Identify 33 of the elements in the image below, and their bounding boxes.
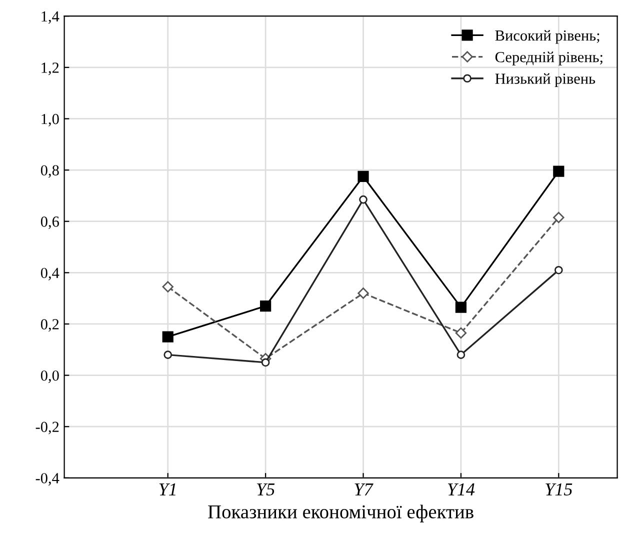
point [455, 327, 467, 339]
x-tick-label: Y1 [159, 483, 176, 496]
y-tick-label: -0,2 [36, 422, 59, 434]
point [359, 195, 368, 204]
point [162, 281, 174, 292]
x-tick-label: Y7 [354, 483, 374, 496]
x-tick-label: Y15 [546, 483, 572, 496]
point [260, 300, 272, 312]
y-tick-label: -0,4 [36, 473, 60, 486]
point [553, 166, 564, 177]
point [261, 358, 270, 367]
x-tick-label: Y14 [448, 483, 475, 496]
point [162, 331, 174, 342]
y-tick-label: 0,8 [40, 165, 59, 178]
point [358, 288, 369, 299]
point [455, 302, 467, 313]
legend-label: Середній рівень; [495, 52, 602, 66]
y-tick-label: 1,4 [42, 11, 60, 24]
x-tick-label: Y5 [257, 483, 275, 496]
point [553, 212, 564, 224]
y-tick-label: 0,2 [40, 319, 59, 332]
y-tick-label: 0,4 [40, 268, 60, 280]
y-tick-label: 0,6 [40, 216, 59, 230]
point [456, 350, 466, 359]
point [164, 350, 172, 359]
legend-label: Високий рівень; [495, 30, 600, 44]
y-tick-label: 1,0 [42, 114, 59, 126]
y-tick-label: 1,2 [42, 62, 59, 76]
point [358, 170, 369, 182]
legend-label: Низький рівень [495, 73, 596, 87]
y-tick-label: 0,0 [40, 370, 59, 383]
point [554, 266, 563, 274]
x-axis-title: Показники економічної ефектив [208, 504, 474, 522]
